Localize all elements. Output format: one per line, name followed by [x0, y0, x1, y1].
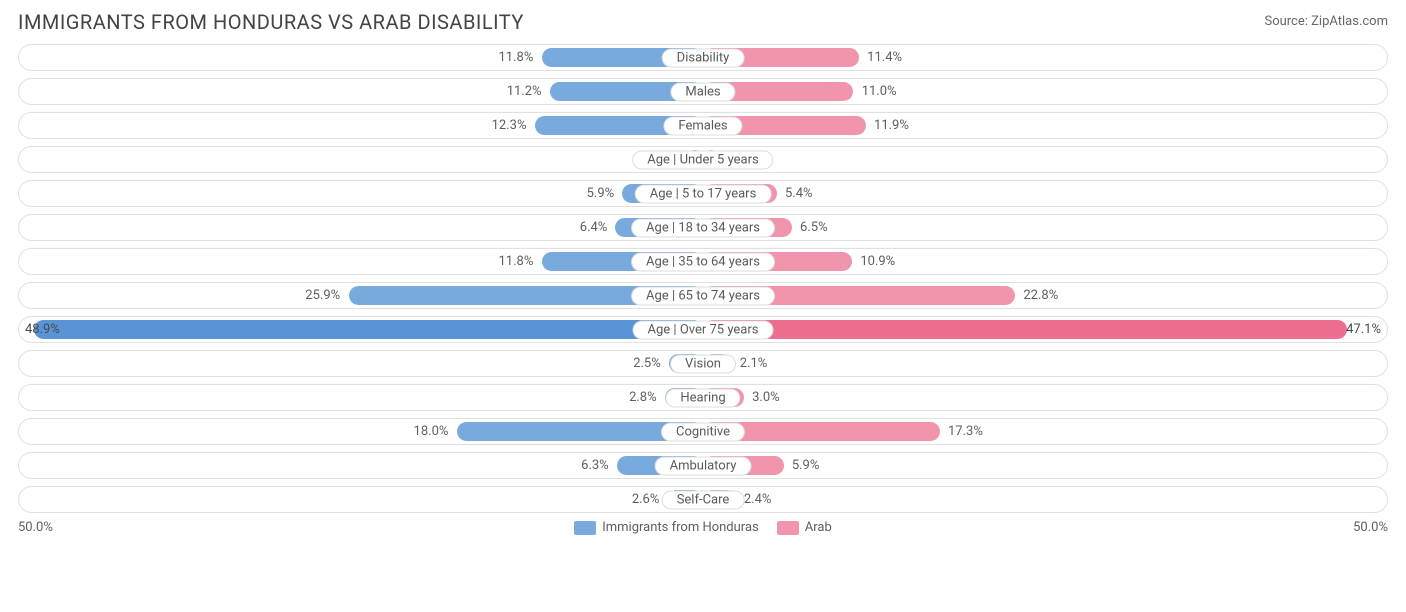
- bar-row: 1.2%1.2%Age | Under 5 years: [18, 146, 1388, 173]
- value-right: 5.9%: [792, 453, 820, 478]
- value-left: 2.8%: [629, 385, 657, 410]
- legend-swatch-right: [777, 521, 799, 535]
- category-label: Age | 5 to 17 years: [635, 184, 772, 203]
- category-label: Hearing: [665, 388, 740, 407]
- chart-footer: 50.0% Immigrants from Honduras Arab 50.0…: [0, 520, 1406, 535]
- value-left: 18.0%: [414, 419, 449, 444]
- value-right: 6.5%: [800, 215, 828, 240]
- value-left: 11.8%: [498, 249, 533, 274]
- value-right: 3.0%: [752, 385, 780, 410]
- value-right: 22.8%: [1023, 283, 1058, 308]
- value-right: 11.4%: [867, 45, 902, 70]
- legend-item-right: Arab: [777, 520, 832, 535]
- value-left: 6.4%: [580, 215, 608, 240]
- legend-item-left: Immigrants from Honduras: [574, 520, 759, 535]
- category-label: Age | Over 75 years: [633, 320, 774, 339]
- bar-row: 2.5% 2.1%Vision: [18, 350, 1388, 377]
- value-right: 47.1%: [1346, 317, 1381, 342]
- category-label: Cognitive: [661, 422, 745, 441]
- bar-row: 25.9% 22.8% Age | 65 to 74 years: [18, 282, 1388, 309]
- bar-row: 18.0% 17.3% Cognitive: [18, 418, 1388, 445]
- category-label: Disability: [662, 48, 745, 67]
- legend-label-right: Arab: [805, 520, 832, 535]
- category-label: Vision: [670, 354, 736, 373]
- value-left: 12.3%: [492, 113, 527, 138]
- value-right: 2.4%: [744, 487, 772, 512]
- value-right: 5.4%: [785, 181, 813, 206]
- bar-row: 6.3% 5.9% Ambulatory: [18, 452, 1388, 479]
- bar-row: 6.4% 6.5% Age | 18 to 34 years: [18, 214, 1388, 241]
- value-right: 10.9%: [860, 249, 895, 274]
- bar-row: 2.8% 3.0% Hearing: [18, 384, 1388, 411]
- value-left: 11.2%: [507, 79, 542, 104]
- chart-header: IMMIGRANTS FROM HONDURAS VS ARAB DISABIL…: [0, 0, 1406, 40]
- axis-max-left: 50.0%: [18, 520, 78, 535]
- category-label: Age | 35 to 64 years: [631, 252, 775, 271]
- bar-left: [34, 320, 703, 339]
- legend-swatch-left: [574, 521, 596, 535]
- category-label: Age | 65 to 74 years: [631, 286, 775, 305]
- value-left: 25.9%: [305, 283, 340, 308]
- category-label: Ambulatory: [655, 456, 752, 475]
- diverging-bar-chart: 11.8% 11.4% Disability 11.2% 11.0% Males 12.3%…: [0, 40, 1406, 513]
- bar-row: 12.3% 11.9% Females: [18, 112, 1388, 139]
- bar-row: 11.2% 11.0% Males: [18, 78, 1388, 105]
- category-label: Females: [663, 116, 742, 135]
- value-left: 11.8%: [498, 45, 533, 70]
- bar-right: [703, 320, 1347, 339]
- bar-row: 11.8% 10.9% Age | 35 to 64 years: [18, 248, 1388, 275]
- bar-row: 48.9% 47.1% Age | Over 75 years: [18, 316, 1388, 343]
- value-left: 5.9%: [587, 181, 615, 206]
- bar-row: 2.6% 2.4%Self-Care: [18, 486, 1388, 513]
- value-right: 17.3%: [948, 419, 983, 444]
- value-right: 11.0%: [862, 79, 897, 104]
- chart-title: IMMIGRANTS FROM HONDURAS VS ARAB DISABIL…: [18, 10, 524, 34]
- value-right: 11.9%: [874, 113, 909, 138]
- category-label: Self-Care: [662, 490, 745, 509]
- value-left: 6.3%: [581, 453, 609, 478]
- value-left: 48.9%: [25, 317, 60, 342]
- category-label: Age | Under 5 years: [632, 150, 773, 169]
- value-left: 2.5%: [633, 351, 661, 376]
- value-left: 2.6%: [632, 487, 660, 512]
- legend: Immigrants from Honduras Arab: [574, 520, 832, 535]
- axis-max-right: 50.0%: [1328, 520, 1388, 535]
- legend-label-left: Immigrants from Honduras: [602, 520, 759, 535]
- category-label: Males: [670, 82, 735, 101]
- bar-row: 5.9% 5.4% Age | 5 to 17 years: [18, 180, 1388, 207]
- category-label: Age | 18 to 34 years: [631, 218, 775, 237]
- chart-source: Source: ZipAtlas.com: [1264, 10, 1388, 29]
- value-right: 2.1%: [740, 351, 768, 376]
- bar-row: 11.8% 11.4% Disability: [18, 44, 1388, 71]
